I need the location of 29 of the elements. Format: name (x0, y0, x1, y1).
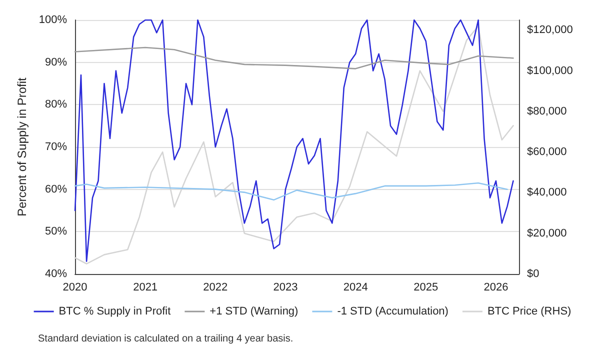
y-axis-title: Percent of Supply in Profit (15, 76, 29, 216)
y-tick-label: 80% (45, 98, 68, 111)
legend-label: BTC % Supply in Profit (58, 306, 171, 318)
x-tick-label: 2020 (62, 282, 88, 294)
x-tick-label: 2022 (203, 282, 228, 294)
y2-tick-label: $0 (527, 268, 540, 280)
y2-tick-label: $20,000 (527, 227, 567, 240)
legend-label: BTC Price (RHS) (487, 306, 572, 318)
x-tick-label: 2023 (273, 282, 298, 294)
y-tick-label: 50% (45, 226, 68, 238)
y2-tick-label: $40,000 (527, 186, 567, 199)
y2-tick-label: $80,000 (527, 105, 567, 118)
legend-label: -1 STD (Accumulation) (337, 306, 448, 318)
y-tick-label: 40% (45, 268, 68, 280)
y-tick-label: 90% (45, 56, 68, 68)
x-tick-label: 2026 (484, 282, 508, 294)
y2-tick-label: $60,000 (527, 146, 567, 158)
x-tick-label: 2024 (343, 282, 368, 294)
x-tick-label: 2021 (133, 282, 158, 294)
line-series (74, 46, 514, 70)
y-tick-label: 70% (45, 141, 68, 153)
x-tick-label: 2025 (414, 282, 438, 294)
legend-label: +1 STD (Warning) (210, 306, 298, 318)
y2-tick-label: $120,000 (527, 24, 573, 36)
line-series (74, 182, 508, 201)
y-tick-label: 100% (38, 14, 68, 26)
text: Standard deviation is calculated on a trailing 4 year basis. (38, 334, 294, 344)
y-tick-label: 60% (45, 183, 68, 196)
y2-tick-label: $100,000 (527, 64, 573, 77)
